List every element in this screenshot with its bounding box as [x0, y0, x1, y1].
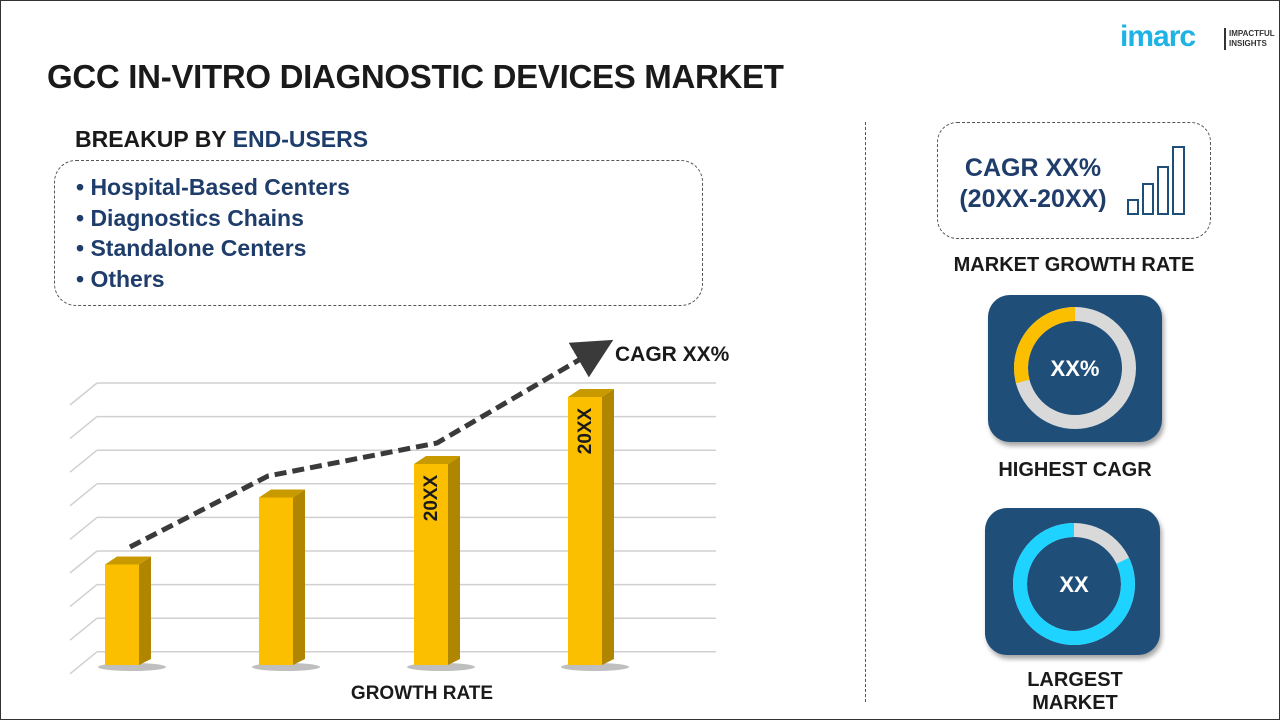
largest-market-label: LARGEST MARKET: [1027, 669, 1123, 714]
logo-divider: [1224, 28, 1226, 50]
list-item: • Standalone Centers: [76, 235, 307, 261]
logo-wordmark: imarc: [1120, 20, 1196, 53]
bar: [414, 464, 448, 665]
page-title: GCC IN-VITRO DIAGNOSTIC DEVICES MARKET: [47, 58, 784, 95]
gridline-stub: [69, 651, 98, 675]
bar-side: [602, 389, 614, 665]
highest-cagr-label: HIGHEST CAGR: [998, 459, 1152, 481]
market-growth-label: MARKET GROWTH RATE: [953, 254, 1195, 276]
segment-list: • Hospital-Based Centers • Diagnostics C…: [76, 172, 350, 294]
bar-side: [139, 556, 151, 665]
highest-cagr-donut: XX%: [1014, 307, 1136, 429]
gridline-stub: [69, 382, 98, 406]
bar-label: 20XX: [421, 474, 442, 521]
gridline-stub: [69, 416, 98, 440]
market-growth-value: CAGR XX% (20XX-20XX): [959, 154, 1107, 213]
trend-arrow: [128, 339, 614, 550]
imarc-logo: imarc IMPACTFUL INSIGHTS: [1120, 14, 1275, 54]
largest-market-arc: [1013, 523, 1135, 645]
bar-top: [414, 456, 460, 464]
growth-chart: 20XX 20XX CAGR XX% GROWTH RATE: [69, 339, 730, 704]
list-item: • Others: [76, 265, 165, 292]
bar-side: [448, 456, 460, 665]
x-axis-label: GROWTH RATE: [351, 683, 493, 704]
section-divider: [865, 122, 866, 702]
bar-top: [568, 389, 614, 397]
bar: [105, 564, 139, 665]
highest-cagr-arc: [1014, 307, 1136, 429]
bar-side: [293, 489, 305, 665]
bar-top: [105, 556, 151, 565]
segment-list-box: [54, 160, 703, 306]
bar: [259, 497, 293, 665]
largest-market-donut: XX: [1013, 523, 1135, 645]
largest-market-value: XX: [1059, 572, 1089, 597]
gridline-stub: [69, 550, 98, 574]
gridline-stub: [69, 483, 98, 507]
gridline-stub: [69, 617, 98, 641]
gridline-stub: [69, 584, 98, 608]
gridline-stub: [69, 449, 98, 473]
bar-chart-icon: [1127, 146, 1185, 215]
highest-cagr-value: XX%: [1051, 356, 1100, 381]
market-growth-box: [937, 122, 1211, 239]
list-item: • Hospital-Based Centers: [76, 174, 350, 200]
breakup-heading: BREAKUP BY END-USERS: [75, 126, 369, 152]
logo-tagline: IMPACTFUL INSIGHTS: [1229, 29, 1275, 48]
gridline-stub: [69, 516, 98, 540]
bar-top: [259, 489, 305, 498]
chart-bars: 20XX 20XX: [98, 389, 629, 671]
bar-label: 20XX: [575, 407, 596, 454]
cagr-annotation: CAGR XX%: [615, 343, 730, 366]
list-item: • Diagnostics Chains: [76, 204, 304, 231]
bar: [568, 397, 602, 665]
